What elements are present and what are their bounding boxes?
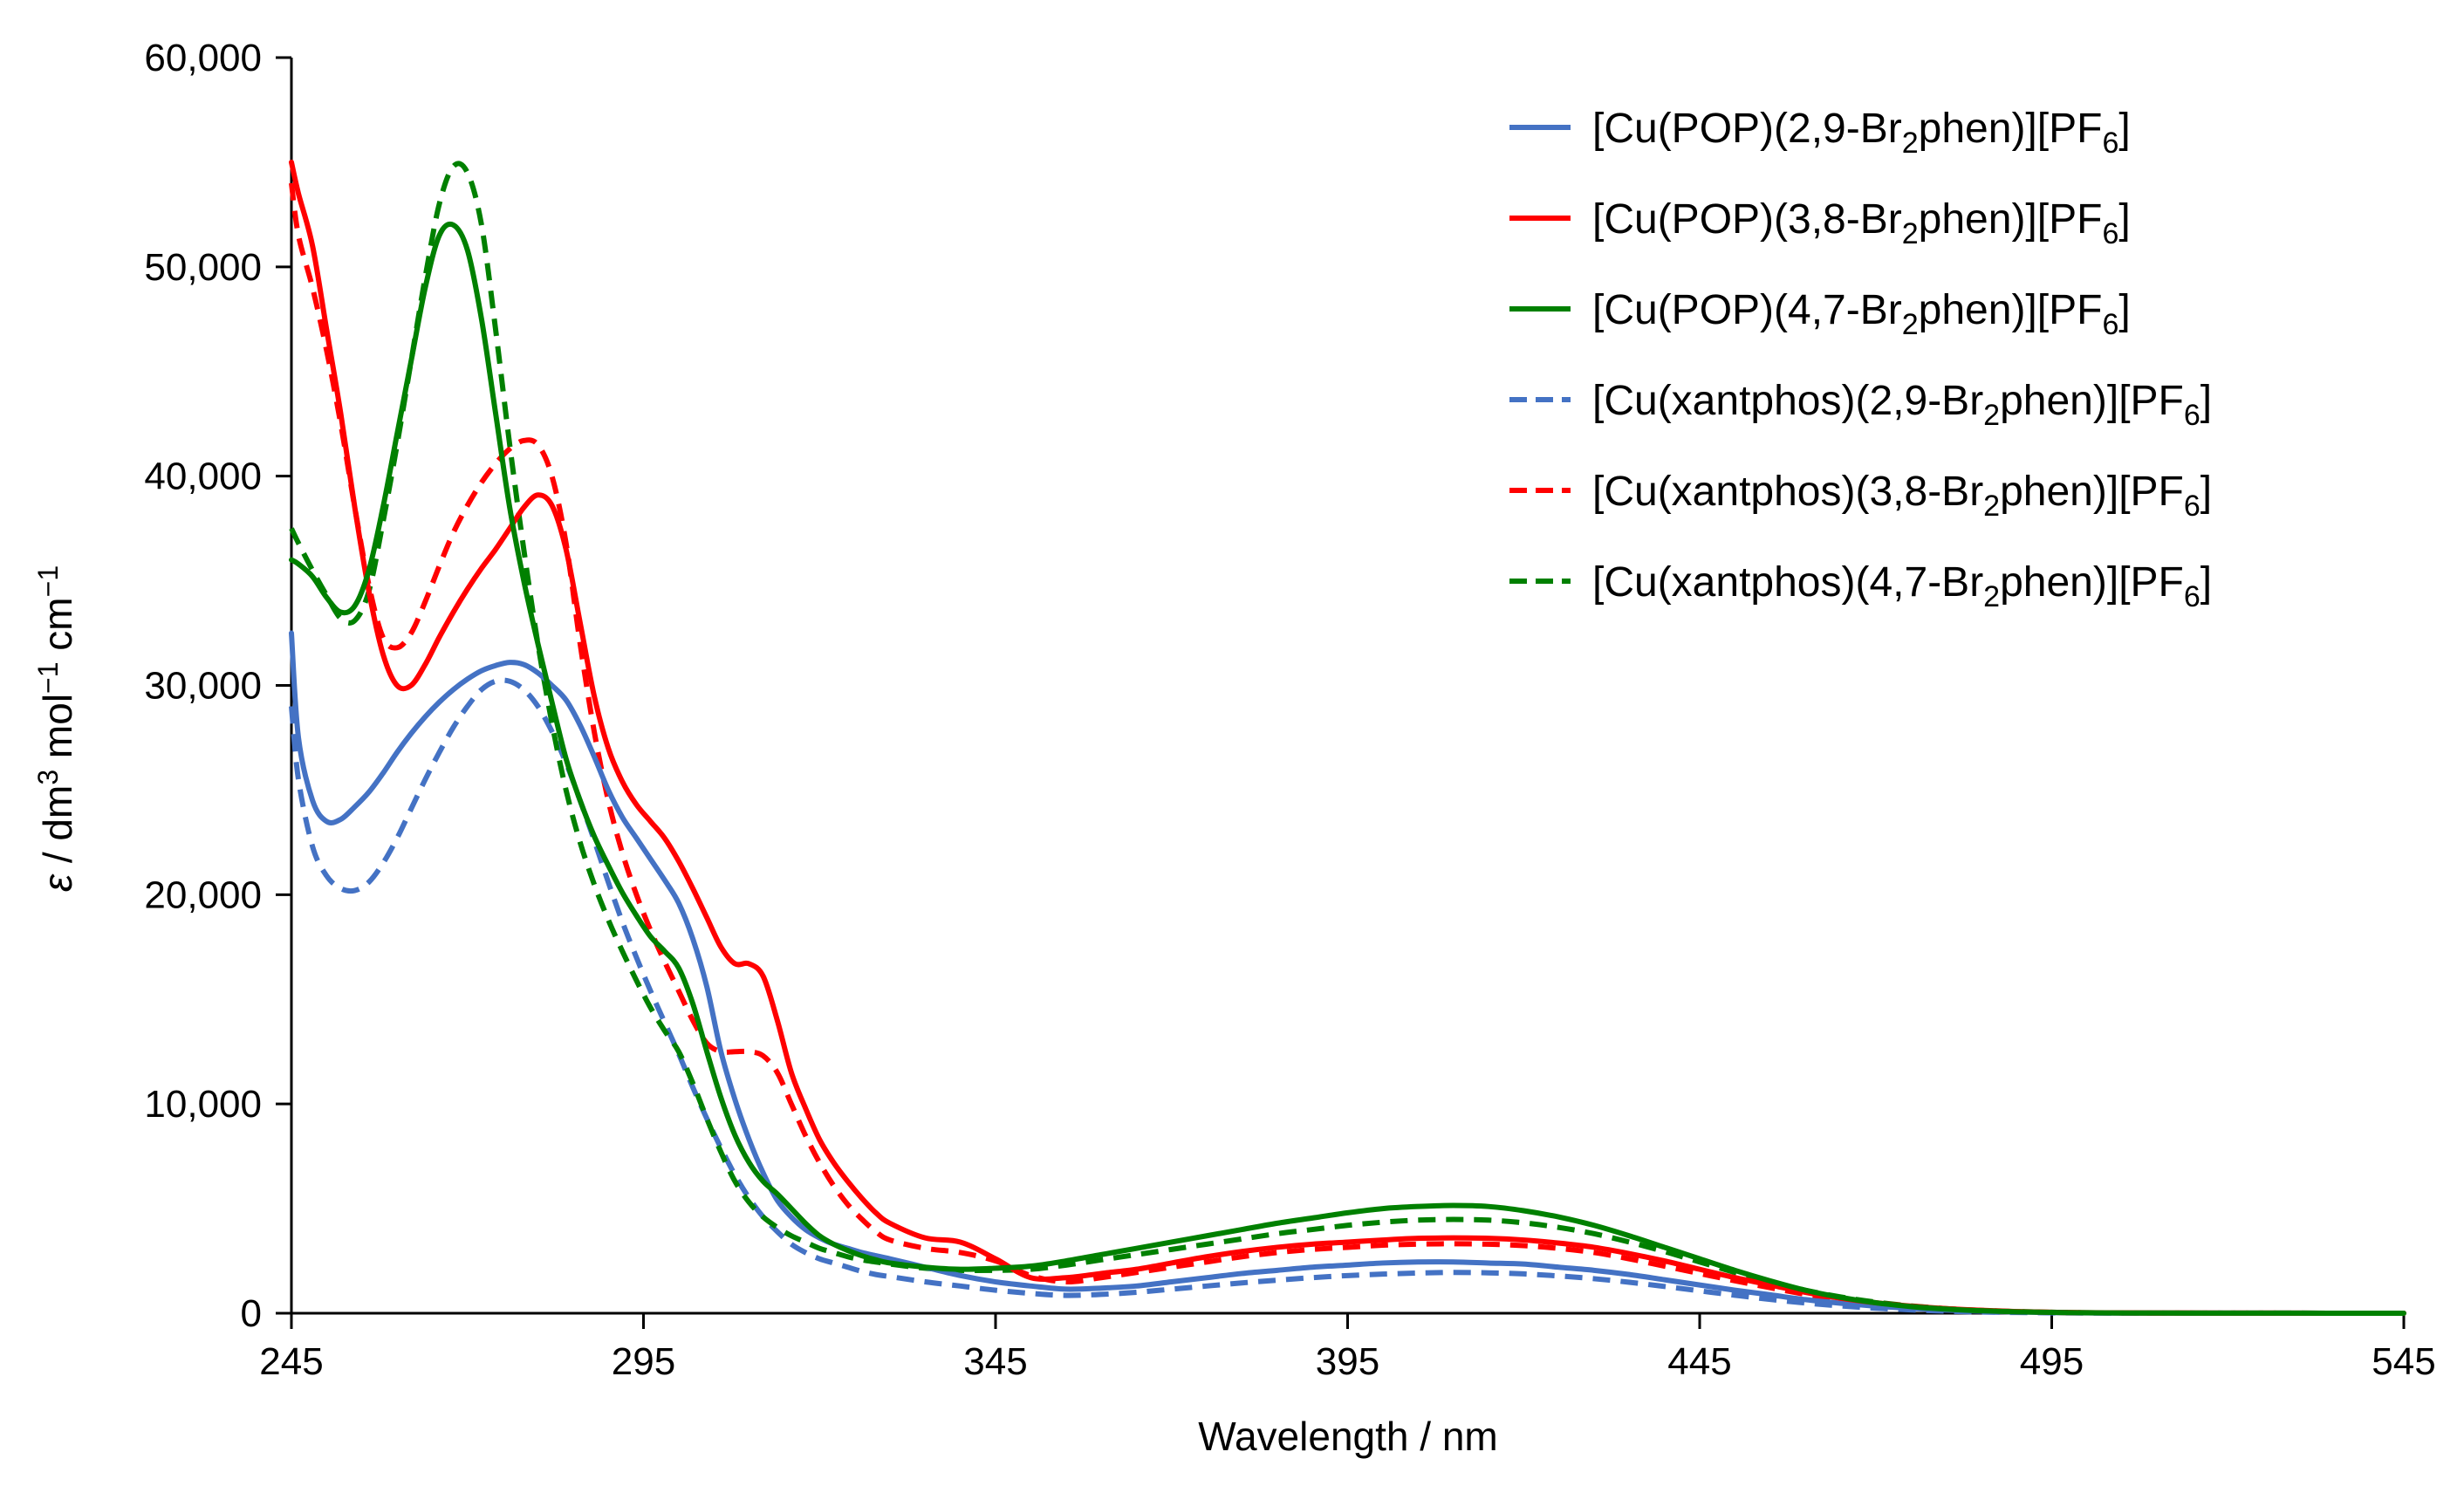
y-axis-unit-text3: cm bbox=[35, 597, 80, 661]
series-lines bbox=[289, 159, 2406, 1316]
y-tick-label: 30,000 bbox=[144, 665, 262, 708]
legend-label: [Cu(xantphos)(2,9-Br2phen)][PF6] bbox=[1592, 378, 2212, 432]
x-tick-label: 395 bbox=[1316, 1340, 1379, 1383]
legend-label: [Cu(POP)(3,8-Br2phen)][PF6] bbox=[1592, 196, 2131, 250]
legend: [Cu(POP)(2,9-Br2phen)][PF6] [Cu(POP)(3,8-… bbox=[1509, 106, 2212, 613]
y-tick-label: 40,000 bbox=[144, 455, 262, 498]
x-tick-label: 295 bbox=[612, 1340, 675, 1383]
y-axis-title: ε / dm3 mol−1 cm−1 bbox=[32, 565, 80, 892]
y-axis-unit-sup3: −1 bbox=[32, 565, 64, 597]
series-line-5 bbox=[289, 182, 2405, 1316]
y-tick-label: 50,000 bbox=[144, 246, 262, 289]
y-tick-label: 20,000 bbox=[144, 873, 262, 916]
series-line-3 bbox=[289, 221, 2406, 1316]
series-line-6 bbox=[289, 161, 2405, 1316]
x-tick-label: 245 bbox=[259, 1340, 323, 1383]
y-axis-unit-sup2: −1 bbox=[32, 661, 64, 693]
x-tick-label: 445 bbox=[1667, 1340, 1731, 1383]
y-tick-label: 60,000 bbox=[144, 37, 262, 79]
legend-label: [Cu(POP)(2,9-Br2phen)][PF6] bbox=[1592, 106, 2131, 160]
series-line-1 bbox=[289, 630, 2406, 1316]
y-tick-label: 10,000 bbox=[144, 1083, 262, 1126]
x-axis-title: Wavelength / nm bbox=[1198, 1414, 1497, 1459]
axes: 0 10,000 20,000 30,000 40,000 50,000 60,000 245… bbox=[144, 37, 2435, 1383]
y-axis-symbol: ε bbox=[35, 873, 80, 892]
y-axis-unit-text: / dm bbox=[35, 785, 80, 874]
series-line-2 bbox=[289, 159, 2406, 1316]
legend-label: [Cu(xantphos)(3,8-Br2phen)][PF6] bbox=[1592, 469, 2212, 523]
x-tick-label: 545 bbox=[2372, 1340, 2435, 1383]
x-tick-label: 345 bbox=[963, 1340, 1027, 1383]
y-axis-unit-sup1: 3 bbox=[32, 770, 64, 785]
y-tick-label: 0 bbox=[241, 1292, 262, 1335]
x-tick-label: 495 bbox=[2020, 1340, 2084, 1383]
legend-label: [Cu(xantphos)(4,7-Br2phen)][PF6] bbox=[1592, 559, 2212, 613]
series-line-4 bbox=[289, 677, 2405, 1316]
legend-label: [Cu(POP)(4,7-Br2phen)][PF6] bbox=[1592, 287, 2131, 341]
y-axis-unit-text2: mol bbox=[35, 694, 80, 770]
